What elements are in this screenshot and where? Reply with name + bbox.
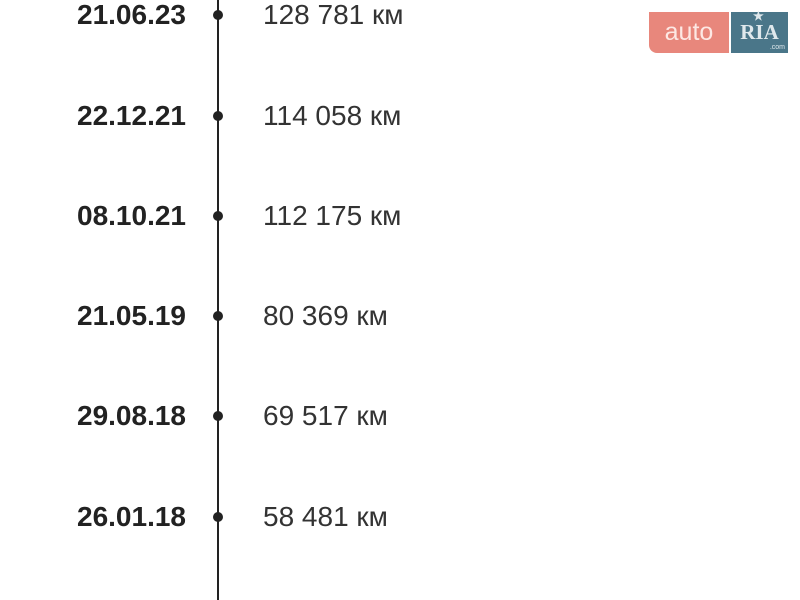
star-icon: ★ (753, 9, 764, 23)
timeline-entry: 21.05.19 80 369 км (0, 296, 800, 336)
entry-date: 29.08.18 (77, 400, 186, 431)
timeline-dot (213, 111, 223, 121)
entry-mileage: 114 058 км (263, 100, 402, 131)
entry-mileage: 80 369 км (263, 300, 388, 331)
autoria-logo: auto ★ RIA .com (649, 9, 788, 53)
logo-auto: auto (649, 12, 729, 53)
timeline-entry: 21.06.23 128 781 км (0, 0, 800, 35)
entry-date: 21.05.19 (77, 300, 186, 331)
timeline-entry: 08.10.21 112 175 км (0, 196, 800, 236)
timeline-dot (213, 311, 223, 321)
entry-mileage: 69 517 км (263, 400, 388, 431)
timeline-entry: 29.08.18 69 517 км (0, 396, 800, 436)
entry-date: 22.12.21 (77, 100, 186, 131)
timeline-entry: 22.12.21 114 058 км (0, 96, 800, 136)
timeline-entry: 26.01.18 58 481 км (0, 497, 800, 537)
entry-mileage: 112 175 км (263, 200, 402, 231)
timeline-dot (213, 411, 223, 421)
entry-mileage: 128 781 км (263, 0, 404, 30)
timeline-dot (213, 211, 223, 221)
entry-date: 26.01.18 (77, 501, 186, 532)
timeline-dot (213, 512, 223, 522)
timeline-line (217, 0, 219, 600)
timeline-dot (213, 10, 223, 20)
entry-mileage: 58 481 км (263, 501, 388, 532)
entry-date: 21.06.23 (77, 0, 186, 30)
logo-ria: ★ RIA .com (731, 9, 788, 53)
entry-date: 08.10.21 (77, 200, 186, 231)
